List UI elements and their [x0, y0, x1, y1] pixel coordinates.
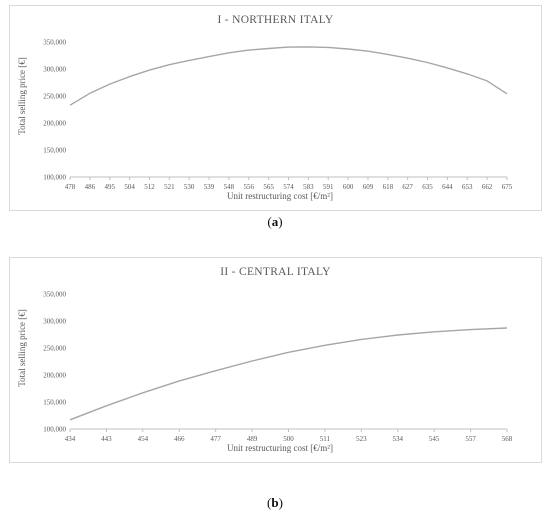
- x-tick-label: 534: [393, 435, 404, 443]
- x-tick-label: 486: [85, 183, 96, 191]
- x-tick-label: 583: [303, 183, 314, 191]
- x-tick-label: 504: [124, 183, 135, 191]
- x-tick-label: 489: [247, 435, 258, 443]
- y-tick-label: 250,000: [43, 345, 66, 353]
- x-tick-label: 653: [462, 183, 473, 191]
- caption-label: b: [271, 495, 279, 510]
- x-tick-label: 477: [210, 435, 221, 443]
- x-tick-label: 523: [356, 435, 367, 443]
- plot-area: 100,000 150,000 200,000 250,000 300,000 350,0…: [43, 39, 513, 192]
- x-tick-label: 591: [323, 183, 334, 191]
- x-tick-label: 500: [283, 435, 294, 443]
- x-tick-label: 557: [465, 435, 476, 443]
- x-tick-label: 675: [502, 183, 513, 191]
- figure-caption-a: (a): [267, 214, 283, 229]
- caption-label: a: [271, 214, 279, 229]
- x-tick-label: 434: [65, 435, 76, 443]
- x-tick-label: 627: [402, 183, 413, 191]
- chart-title: I - NORTHERN ITALY: [217, 14, 333, 26]
- series-line: [69, 327, 508, 421]
- y-tick-label: 250,000: [43, 93, 66, 101]
- x-tick-label: 466: [174, 435, 185, 443]
- x-tick-label: 600: [343, 183, 354, 191]
- y-tick-label: 350,000: [43, 291, 66, 299]
- x-tick-label: 635: [422, 183, 433, 191]
- y-tick-label: 200,000: [43, 372, 66, 380]
- x-axis-title: Unit restructuring cost [€/m²]: [227, 191, 333, 201]
- y-axis-title: Total selling price [€]: [17, 309, 27, 387]
- x-tick-label: 556: [244, 183, 255, 191]
- x-tick-label: 511: [320, 435, 331, 443]
- chart-title: II - CENTRAL ITALY: [220, 266, 331, 278]
- x-tick-label: 478: [65, 183, 76, 191]
- x-tick-label: 618: [383, 183, 394, 191]
- y-tick-label: 150,000: [43, 399, 66, 407]
- chart-panel-central-italy: II - CENTRAL ITALY Total selling price […: [9, 257, 542, 463]
- x-tick-label: 644: [442, 183, 453, 191]
- x-tick-label: 545: [429, 435, 440, 443]
- y-tick-label: 350,000: [43, 39, 66, 47]
- x-tick-label: 662: [482, 183, 493, 191]
- y-tick-label: 100,000: [43, 174, 66, 182]
- x-tick-label: 565: [263, 183, 274, 191]
- x-tick-label: 454: [138, 435, 149, 443]
- x-tick-label: 539: [204, 183, 215, 191]
- x-tick-label: 530: [184, 183, 195, 191]
- x-tick-label: 568: [502, 435, 513, 443]
- y-axis-title: Total selling price [€]: [17, 57, 27, 135]
- y-tick-label: 150,000: [43, 147, 66, 155]
- chart-panel-northern-italy: I - NORTHERN ITALY Total selling price […: [9, 5, 542, 211]
- figure-caption-b: (b): [267, 495, 283, 510]
- x-axis-title: Unit restructuring cost [€/m²]: [227, 443, 333, 453]
- y-tick-label: 300,000: [43, 318, 66, 326]
- x-tick-label: 548: [224, 183, 235, 191]
- x-tick-label: 512: [144, 183, 155, 191]
- series-line: [69, 46, 508, 106]
- x-tick-label: 574: [283, 183, 294, 191]
- chart-central-italy: II - CENTRAL ITALY Total selling price […: [17, 266, 513, 453]
- plot-area: 100,000 150,000 200,000 250,000 300,000 350,0…: [43, 291, 513, 444]
- x-tick-label: 443: [101, 435, 112, 443]
- x-tick-label: 495: [104, 183, 115, 191]
- y-tick-label: 300,000: [43, 66, 66, 74]
- chart-northern-italy: I - NORTHERN ITALY Total selling price […: [17, 14, 513, 201]
- y-tick-label: 200,000: [43, 120, 66, 128]
- x-tick-label: 521: [164, 183, 175, 191]
- y-tick-label: 100,000: [43, 426, 66, 434]
- x-tick-label: 609: [363, 183, 374, 191]
